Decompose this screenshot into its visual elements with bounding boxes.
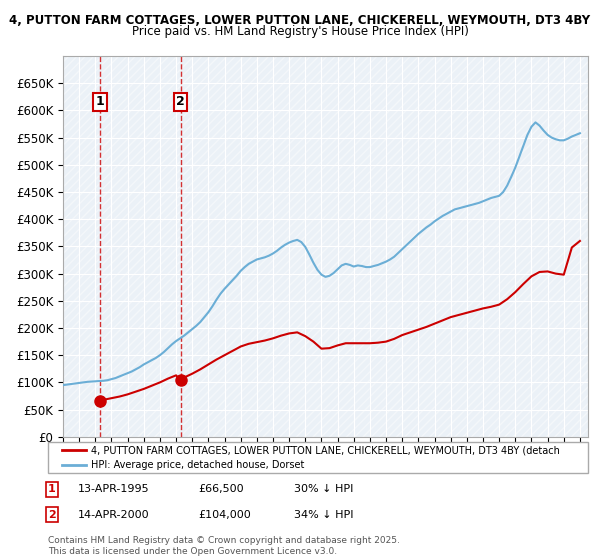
Text: 14-APR-2000: 14-APR-2000 bbox=[78, 510, 149, 520]
FancyBboxPatch shape bbox=[48, 442, 588, 473]
Text: 2: 2 bbox=[176, 95, 185, 108]
Legend: 4, PUTTON FARM COTTAGES, LOWER PUTTON LANE, CHICKERELL, WEYMOUTH, DT3 4BY (detac: 4, PUTTON FARM COTTAGES, LOWER PUTTON LA… bbox=[58, 441, 564, 474]
Text: £66,500: £66,500 bbox=[198, 484, 244, 494]
Text: 1: 1 bbox=[95, 95, 104, 108]
Text: Contains HM Land Registry data © Crown copyright and database right 2025.
This d: Contains HM Land Registry data © Crown c… bbox=[48, 536, 400, 556]
Text: 34% ↓ HPI: 34% ↓ HPI bbox=[294, 510, 353, 520]
Text: 13-APR-1995: 13-APR-1995 bbox=[78, 484, 149, 494]
Text: 1: 1 bbox=[48, 484, 56, 494]
Text: 4, PUTTON FARM COTTAGES, LOWER PUTTON LANE, CHICKERELL, WEYMOUTH, DT3 4BY: 4, PUTTON FARM COTTAGES, LOWER PUTTON LA… bbox=[10, 14, 590, 27]
Text: 30% ↓ HPI: 30% ↓ HPI bbox=[294, 484, 353, 494]
Text: Price paid vs. HM Land Registry's House Price Index (HPI): Price paid vs. HM Land Registry's House … bbox=[131, 25, 469, 38]
Text: 2: 2 bbox=[48, 510, 56, 520]
Text: £104,000: £104,000 bbox=[198, 510, 251, 520]
